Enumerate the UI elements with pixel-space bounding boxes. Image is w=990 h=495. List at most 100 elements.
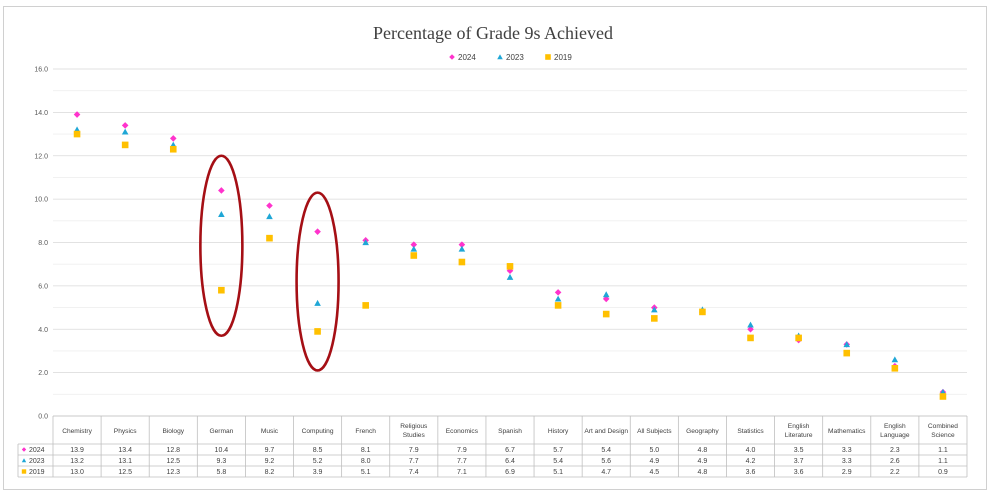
table-cell: 7.9 [457,447,467,454]
y-tick-label: 0.0 [38,414,48,421]
category-label: Religious Studies [400,423,428,439]
legend-label-2019: 2019 [554,53,572,62]
highlight-ellipse [295,191,340,372]
point-2019 [602,310,610,318]
point-2023 [843,341,851,348]
table-cell: 8.0 [361,458,371,465]
table-cell: 4.9 [649,458,659,465]
y-tick-label: 4.0 [38,327,48,334]
table-cell: 6.7 [505,447,515,454]
point-2023 [314,299,321,306]
table-cell: 3.3 [842,458,852,465]
point-2019 [410,252,418,259]
point-2024 [73,111,81,118]
point-2024 [458,241,466,248]
table-cell: 10.4 [215,447,229,454]
table-cell: 4.5 [649,469,659,476]
point-2023 [602,291,610,298]
table-cell: 9.7 [265,447,275,454]
point-2019 [73,130,81,138]
category-label: Geography [686,428,719,435]
y-tick-label: 14.0 [34,110,48,117]
table-cell: 9.3 [217,458,227,465]
point-2019 [506,263,514,270]
table-cell: 12.8 [166,447,180,454]
point-2024 [554,289,562,296]
legend-label-2023: 2023 [506,53,524,62]
table-cell: 1.1 [938,458,948,465]
table-cell: 1.1 [938,447,948,454]
table-cell: 7.7 [409,458,419,465]
data-table: Chemistry Physics Biology German Music Comput… [17,415,968,478]
point-2024 [121,122,129,129]
table-cell: 2.2 [890,469,900,476]
category-label: French [355,428,376,435]
point-2024 [218,187,225,194]
table-row-marker-2019 [21,469,27,474]
table-cell: 5.8 [217,469,227,476]
point-2019 [314,328,321,335]
table-cell: 5.6 [601,458,611,465]
table-cell: 3.7 [794,458,804,465]
point-2024 [169,135,177,142]
point-2024 [506,267,514,274]
table-cell: 4.8 [698,447,708,454]
gridlines [53,68,967,417]
y-tick-label: 8.0 [38,240,48,247]
category-label: Statistics [737,428,764,435]
table-cell: 3.3 [842,447,852,454]
legend-marker-2023 [497,54,503,60]
point-2023 [121,128,129,135]
point-2023 [218,211,225,217]
table-cell: 2.9 [842,469,852,476]
y-tick-label: 2.0 [38,370,48,377]
table-row-label: 2024 [29,447,45,454]
point-2019 [651,315,658,322]
table-cell: 5.4 [601,447,611,454]
point-2024 [314,228,321,235]
table-cell: 9.2 [265,458,275,465]
data-points [73,111,947,400]
legend-label-2024: 2024 [458,53,476,62]
legend-marker-2019 [545,54,551,60]
point-2019 [218,286,225,294]
table-row-marker-2024 [21,447,27,452]
table-cell: 6.9 [505,469,515,476]
point-2023 [458,245,466,252]
table-cell: 5.1 [553,469,563,476]
table-cell: 3.6 [794,469,804,476]
table-cell: 13.9 [70,447,84,454]
category-label: English Literature [785,423,813,439]
category-label: Chemistry [62,428,92,435]
table-cell: 5.2 [313,458,323,465]
legend: 2024 2023 2019 [449,53,572,62]
point-2019 [121,141,129,149]
point-2019 [747,334,754,342]
category-label: Physics [114,428,137,435]
table-cell: 8.2 [265,469,275,476]
table-cell: 13.2 [70,458,84,465]
table-cell: 3.6 [746,469,756,476]
point-2019 [699,308,706,316]
chart-canvas: Percentage of Grade 9s Achieved 2024 2023… [17,23,968,478]
annotations [199,154,340,372]
table-cell: 5.1 [361,469,371,476]
table-cell: 13.4 [118,447,132,454]
y-tick-label: 12.0 [34,153,48,160]
table-cell: 7.7 [457,458,467,465]
category-label: Mathematics [828,428,866,435]
table-cell: 6.4 [505,458,515,465]
category-label: Economics [446,428,479,435]
chart-frame: Percentage of Grade 9s Achieved 2024 2023… [3,6,987,490]
y-tick-label: 6.0 [38,283,48,290]
category-label: Biology [162,428,184,435]
category-label: Spanish [498,428,522,435]
point-2023 [506,273,514,280]
point-2023 [362,239,369,246]
category-label: Combined Science [928,423,958,439]
table-cell: 7.9 [409,447,419,454]
table-row-label: 2019 [29,469,45,476]
y-tick-label: 10.0 [34,197,48,204]
table-cell: 2.6 [890,458,900,465]
table-cell: 3.9 [313,469,323,476]
